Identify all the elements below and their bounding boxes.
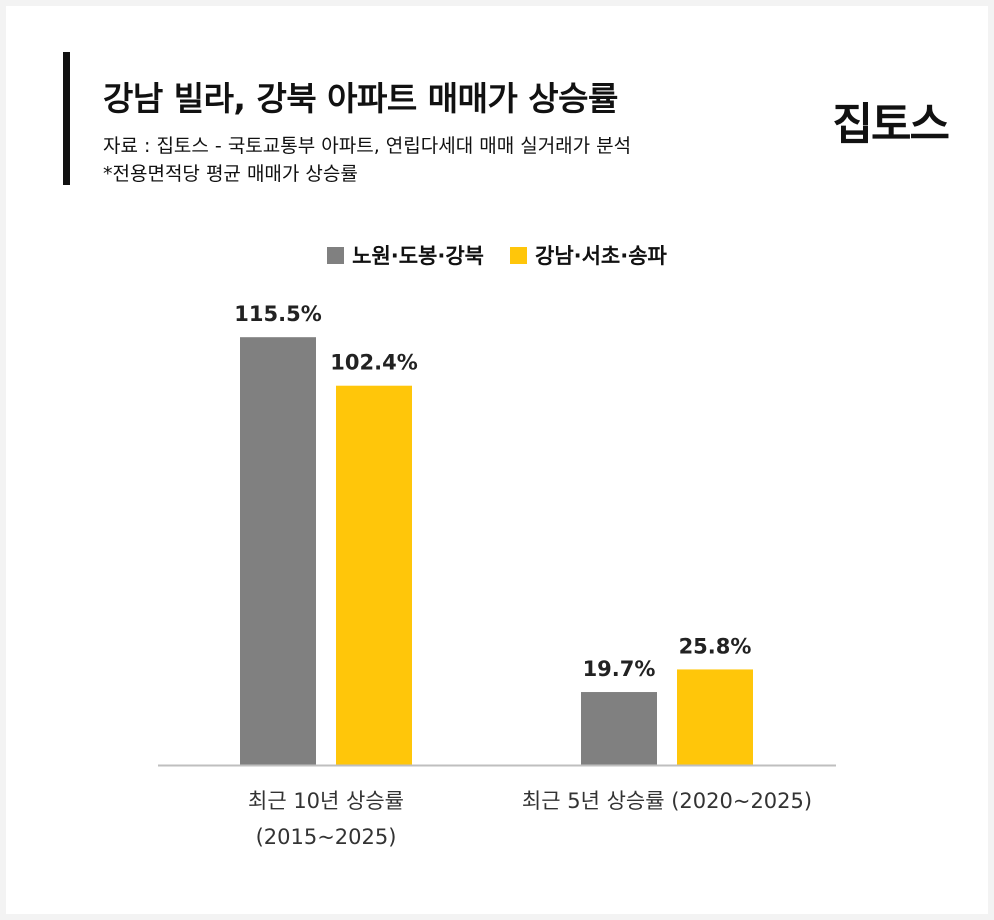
legend-label-gray: 노원·도봉·강북 <box>352 244 484 268</box>
data-label: 115.5% <box>234 302 321 326</box>
x-tick-label: 최근 5년 상승률 (2020~2025) <box>522 789 812 813</box>
legend-item-gray: 노원·도봉·강북 <box>327 240 484 270</box>
source-note: 자료 : 집토스 - 국토교통부 아파트, 연립다세대 매매 실거래가 분석 <box>103 135 632 157</box>
footnote: *전용면적당 평균 매매가 상승률 <box>103 163 358 185</box>
chart-card <box>6 6 988 914</box>
legend-item-yellow: 강남·서초·송파 <box>510 240 667 270</box>
legend: 노원·도봉·강북 강남·서초·송파 <box>0 240 994 270</box>
x-tick-label: (2015~2025) <box>256 825 397 849</box>
legend-swatch-yellow <box>510 246 527 264</box>
brand-logo: 집토스 <box>832 99 950 150</box>
chart-title: 강남 빌라, 강북 아파트 매매가 상승률 <box>103 79 618 118</box>
bar-yellow-0 <box>336 385 412 765</box>
bar-yellow-1 <box>677 669 753 765</box>
data-label: 102.4% <box>330 351 417 375</box>
x-tick-label: 최근 10년 상승률 <box>248 789 404 813</box>
title-accent-bar <box>63 52 70 185</box>
bar-gray-1 <box>581 692 657 765</box>
data-label: 19.7% <box>583 657 656 681</box>
bar-gray-0 <box>240 337 316 765</box>
legend-swatch-gray <box>327 246 345 264</box>
legend-label-yellow: 강남·서초·송파 <box>535 244 667 268</box>
data-label: 25.8% <box>679 634 752 658</box>
